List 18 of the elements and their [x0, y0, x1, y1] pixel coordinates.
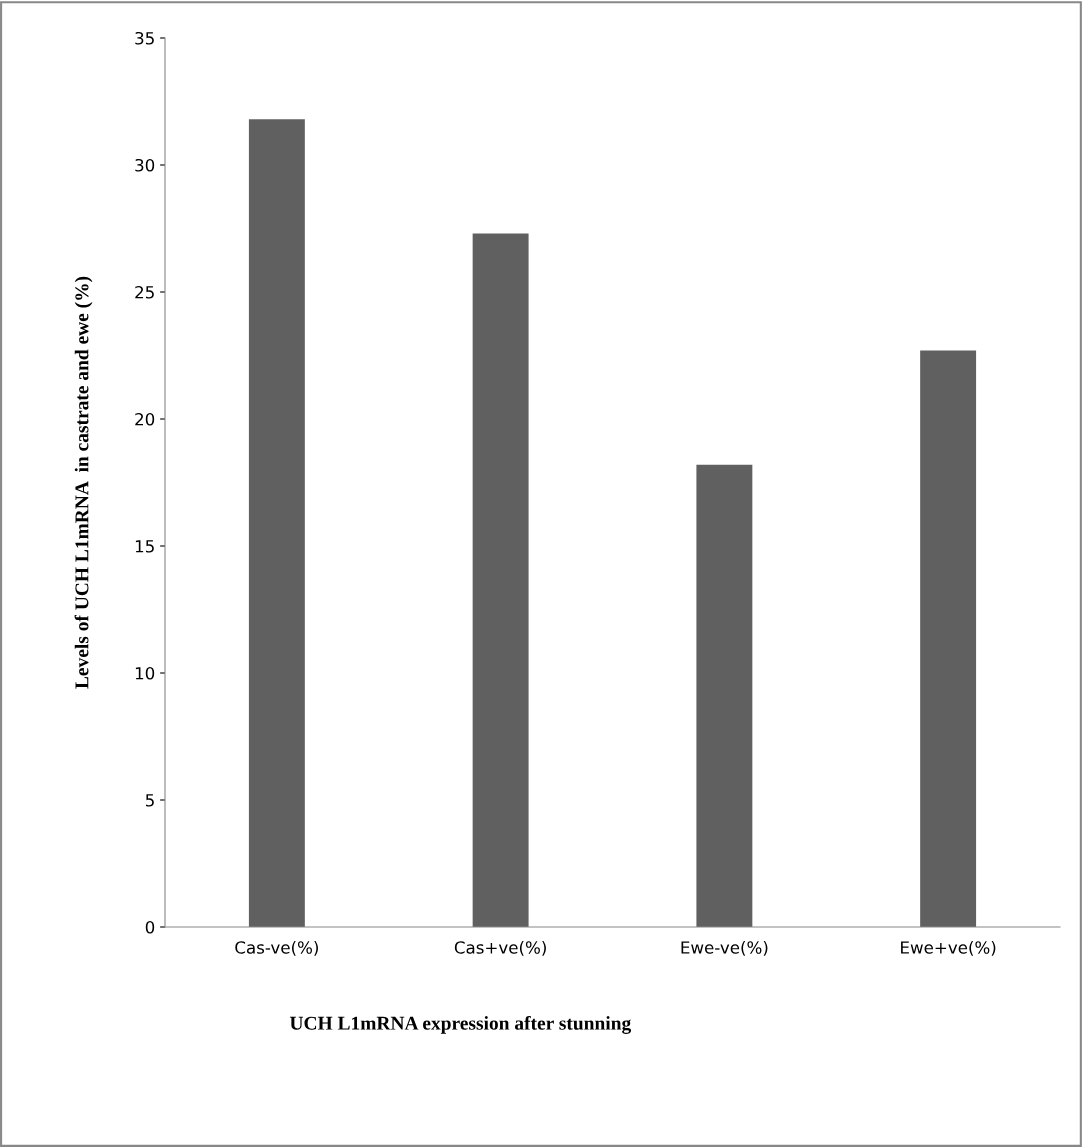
y-tick-label: 30	[135, 158, 155, 172]
y-axis-title: Levels of UCH L1mRNA in castrate and ewe (%)	[74, 276, 93, 689]
y-tick-label: 35	[135, 31, 154, 45]
x-tick-label: Ewe+ve(%)	[901, 940, 996, 956]
x-tick-label: Cas+ve(%)	[454, 940, 546, 956]
y-tick-label: 25	[135, 285, 154, 299]
y-tick-label: 0	[145, 920, 155, 934]
y-tick-label: 5	[145, 794, 154, 807]
x-axis-title: UCH L1mRNA expression after stunning	[289, 1015, 632, 1034]
y-tick-label: 15	[135, 540, 154, 553]
x-tick-label: Ewe-ve(%)	[681, 940, 768, 956]
y-tick-label: 20	[135, 412, 155, 426]
bar	[248, 119, 305, 927]
bar	[920, 350, 977, 927]
y-tick-label: 10	[135, 666, 155, 680]
bar	[696, 464, 753, 927]
x-tick-label: Cas-ve(%)	[235, 940, 318, 956]
bar	[472, 233, 529, 927]
